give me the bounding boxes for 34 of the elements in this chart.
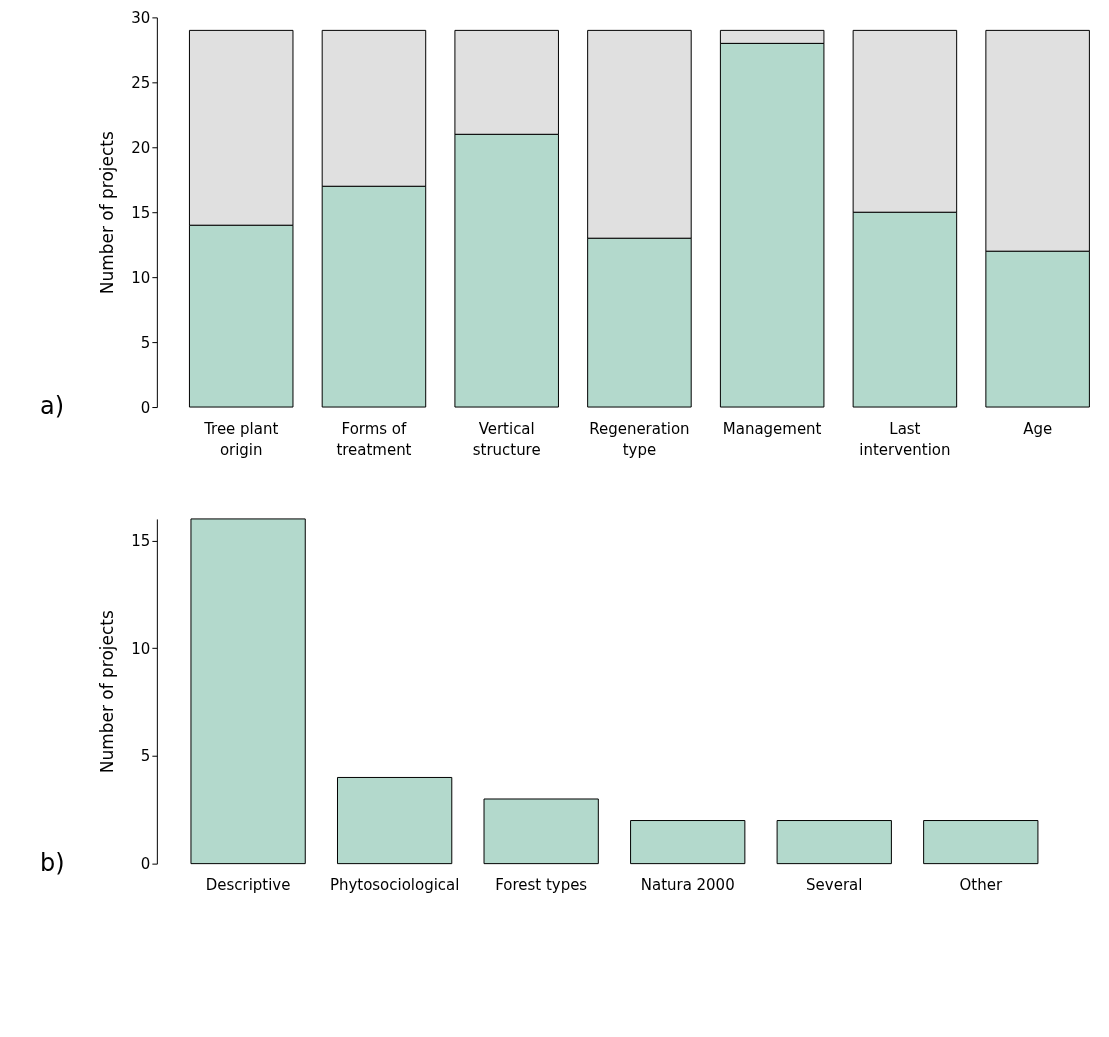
x-tick-label: Management bbox=[722, 419, 822, 438]
y-tick-label: 5 bbox=[140, 333, 151, 352]
y-tick-label: 30 bbox=[131, 8, 151, 27]
y-axis-title: Number of projects bbox=[97, 131, 118, 295]
bar bbox=[190, 518, 306, 865]
x-tick-label: Forms of treatment bbox=[336, 419, 412, 460]
x-tick-label: Age bbox=[1023, 419, 1053, 438]
y-tick-label: 0 bbox=[140, 398, 151, 417]
bar bbox=[483, 798, 599, 865]
bar bbox=[776, 820, 892, 865]
x-tick-label: Tree plant origin bbox=[203, 419, 279, 460]
y-tick-label: 15 bbox=[131, 203, 151, 222]
y-tick-label: 10 bbox=[131, 268, 151, 287]
y-tick-label: 5 bbox=[140, 747, 151, 766]
y-tick-label: 25 bbox=[131, 73, 151, 92]
x-tick-label: Several bbox=[806, 876, 863, 895]
text: a) bbox=[39, 392, 65, 421]
y-tick-label: 0 bbox=[140, 855, 151, 874]
x-tick-label: Last intervention bbox=[859, 419, 951, 460]
x-tick-label: Regeneration type bbox=[589, 419, 690, 460]
text: b) bbox=[39, 848, 65, 877]
bar bbox=[923, 820, 1039, 865]
x-tick-label: Phytosociological bbox=[329, 876, 460, 895]
x-tick-label: Forest types bbox=[495, 876, 588, 895]
bar bbox=[337, 776, 453, 865]
x-tick-label: Natura 2000 bbox=[640, 876, 735, 895]
x-tick-label: Descriptive bbox=[205, 876, 291, 895]
bar bbox=[630, 820, 746, 865]
y-tick-label: 10 bbox=[131, 639, 151, 658]
x-tick-label: Other bbox=[959, 876, 1003, 895]
x-tick-label: Vertical structure bbox=[472, 419, 541, 460]
y-axis-title: Number of projects bbox=[97, 610, 118, 774]
y-tick-label: 15 bbox=[131, 531, 151, 550]
y-tick-label: 20 bbox=[131, 138, 151, 157]
